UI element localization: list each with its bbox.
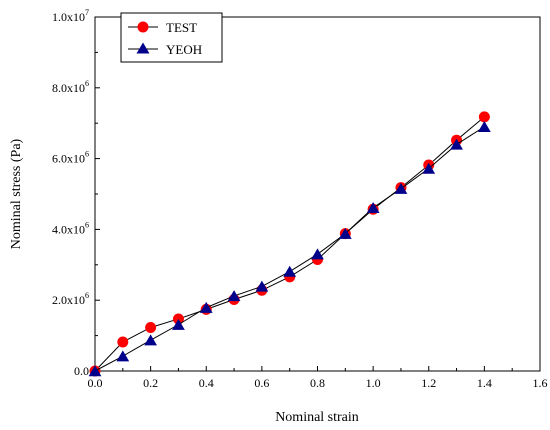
y-tick-exponent: 6 (85, 79, 89, 88)
data-point-yeoh (366, 202, 380, 214)
x-tick-label: 1.2 (421, 376, 436, 390)
y-tick-label: 1.0x107 (52, 8, 89, 24)
data-point-yeoh (394, 182, 408, 194)
y-tick-label: 8.0x106 (52, 79, 89, 95)
x-tick-label: 1.4 (477, 376, 492, 390)
legend-test-label: TEST (166, 20, 197, 35)
legend-yeoh-label: YEOH (166, 42, 202, 57)
plot-area-border (94, 16, 541, 372)
y-tick-label: 2.0x106 (52, 291, 89, 307)
legend: TEST YEOH (120, 12, 223, 63)
data-point-yeoh (477, 120, 491, 132)
x-tick-label: 1.6 (533, 376, 548, 390)
data-point-yeoh (338, 227, 352, 239)
x-tick-label: 0.4 (199, 376, 214, 390)
data-point-yeoh (255, 280, 269, 292)
y-tick-exponent: 6 (85, 220, 89, 229)
y-tick-label: 6.0x106 (52, 150, 89, 166)
y-tick-exponent: 6 (85, 150, 89, 159)
data-point-test (117, 336, 129, 348)
y-axis-title: Nominal stress (Pa) (9, 138, 24, 249)
data-point-test (478, 111, 490, 123)
data-point-yeoh (450, 138, 463, 150)
data-point-yeoh (283, 265, 297, 277)
x-tick-label: 0.6 (254, 376, 269, 390)
plot-frame (94, 16, 541, 372)
legend-test-marker (137, 21, 149, 33)
x-tick-label: 1.0 (366, 376, 381, 390)
data-point-yeoh (227, 290, 241, 302)
data-point-yeoh (172, 318, 185, 330)
x-tick-label: 0.0 (88, 376, 103, 390)
data-point-yeoh (88, 365, 102, 377)
legend-yeoh-marker (136, 42, 150, 54)
y-tick-exponent: 6 (85, 291, 89, 300)
y-tick-exponent: 7 (85, 8, 89, 17)
legend-box (120, 12, 223, 63)
y-tick-label: 4.0x106 (52, 220, 89, 236)
x-tick-label: 0.8 (310, 376, 325, 390)
x-axis-title: Nominal strain (275, 410, 359, 425)
x-tick-label: 0.2 (143, 376, 158, 390)
y-tick-label: 0.0 (74, 364, 89, 378)
data-point-yeoh (116, 350, 130, 362)
y-axis-ticks: 0.0 2.0x106 4.0x106 6.0x106 8.0x106 1.0x107 (52, 8, 100, 378)
data-point-yeoh (199, 301, 213, 313)
series-yeoh (88, 120, 491, 377)
data-point-yeoh (422, 162, 436, 174)
data-point-yeoh (311, 248, 324, 260)
series-line-test (94, 116, 485, 372)
x-axis-ticks: 0.0 0.2 0.4 0.6 0.8 1.0 1.2 1.4 1.6 (88, 366, 548, 390)
data-point-yeoh (144, 334, 158, 346)
data-point-test (145, 321, 157, 333)
series-layer (88, 111, 491, 377)
